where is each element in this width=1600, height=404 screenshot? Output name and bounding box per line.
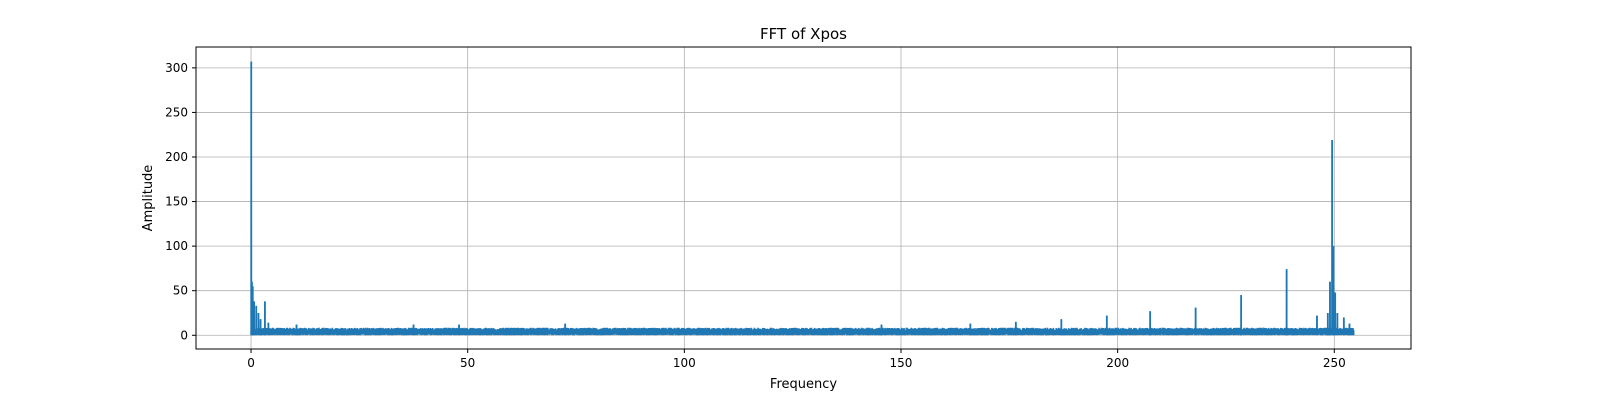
x-axis-label: Frequency: [770, 377, 837, 392]
x-tick-label: 0: [247, 356, 255, 370]
y-tick-label: 0: [180, 328, 188, 342]
y-tick-label: 300: [165, 61, 188, 75]
fft-series-line: [250, 61, 1355, 336]
y-tick-label: 150: [165, 195, 188, 209]
x-tick-label: 250: [1323, 356, 1346, 370]
grid: [196, 47, 1411, 349]
x-tick-label: 150: [890, 356, 913, 370]
x-tick-label: 100: [673, 356, 696, 370]
y-tick-label: 250: [165, 105, 188, 119]
x-tick-label: 50: [460, 356, 475, 370]
y-axis-label: Amplitude: [141, 165, 156, 232]
y-tick-label: 100: [165, 239, 188, 253]
chart-title: FFT of Xpos: [760, 25, 847, 43]
y-tick-label: 200: [165, 150, 188, 164]
axes-frame: [195, 46, 1412, 350]
ticks: 0 50 100 150 200 250 0 50 100 150 200 250 300: [165, 61, 1346, 370]
x-tick-label: 200: [1106, 356, 1129, 370]
plot-area: [250, 61, 1355, 336]
y-tick-label: 50: [173, 284, 188, 298]
